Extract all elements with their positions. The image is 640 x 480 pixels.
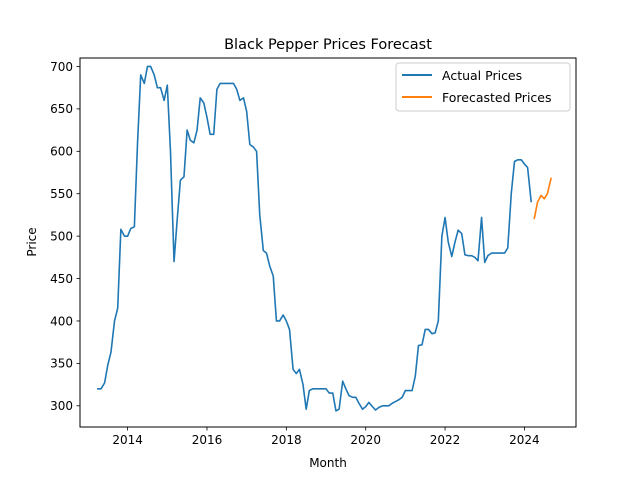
legend-box [395,62,571,112]
y-tick-label: 650 [50,102,73,116]
y-tick-label: 600 [50,145,73,159]
y-tick-label: 350 [50,357,73,371]
x-tick-label: 2022 [430,433,461,447]
y-axis-title: Price [25,227,39,256]
plot-area [97,65,552,412]
y-tick-label: 550 [50,187,73,201]
legend: Actual Prices Forecasted Prices [395,62,571,112]
y-tick-label: 700 [50,60,73,74]
x-axis: 2014 2016 2018 2020 2022 2024 [112,427,540,447]
y-tick-label: 300 [50,399,73,413]
y-tick-label: 400 [50,314,73,328]
axes-frame [79,57,577,428]
x-tick-label: 2018 [271,433,302,447]
x-tick-label: 2020 [350,433,381,447]
y-axis: 300 350 400 450 500 550 600 650 700 [50,60,80,413]
x-axis-title: Month [309,456,347,470]
x-tick-label: 2014 [112,433,143,447]
y-tick-label: 500 [50,229,73,243]
legend-label-actual: Actual Prices [442,68,522,83]
x-tick-label: 2016 [192,433,223,447]
series-line-forecast [533,177,552,220]
x-tick-label: 2024 [509,433,540,447]
chart-title: Black Pepper Prices Forecast [224,37,432,53]
y-tick-label: 450 [50,272,73,286]
legend-label-forecast: Forecasted Prices [442,90,552,105]
series-line-actual [97,65,533,412]
